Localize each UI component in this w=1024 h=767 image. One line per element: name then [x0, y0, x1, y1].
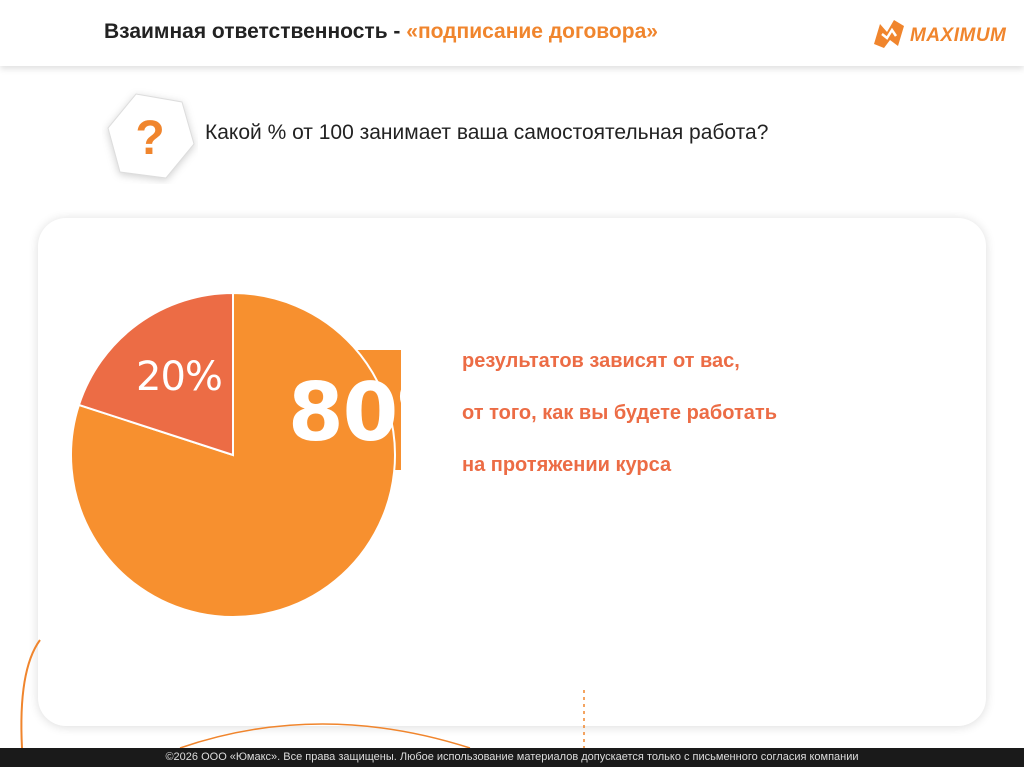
header-bar: Взаимная ответственность - «подписание д…: [0, 0, 1024, 66]
footer-copyright: ©2026 ООО «Юмакс». Все права защищены. Л…: [0, 748, 1024, 767]
pie-label-minor: 20%: [136, 354, 223, 400]
title-main: Взаимная ответственность -: [104, 20, 407, 43]
question-hexagon-icon: ?: [107, 93, 195, 179]
question-mark: ?: [135, 112, 164, 165]
pie-label-major: 80%: [288, 366, 477, 459]
pie-slice-1: [77, 291, 234, 457]
page-title: Взаимная ответственность - «подписание д…: [104, 20, 658, 44]
description-line-3: на протяжении курса: [462, 454, 672, 476]
description-line-1: результатов зависят от вас,: [462, 350, 740, 372]
logo-text: MAXIMUM: [910, 25, 1007, 46]
title-accent: «подписание договора»: [406, 20, 658, 43]
maximum-logo: MAXIMUM: [870, 14, 1018, 54]
question-text: Какой % от 100 занимает ваша самостоятел…: [205, 121, 769, 144]
description-line-2: от того, как вы будете работать: [462, 402, 778, 424]
maximum-logo-icon: [874, 20, 904, 48]
pie-chart: [70, 291, 401, 618]
